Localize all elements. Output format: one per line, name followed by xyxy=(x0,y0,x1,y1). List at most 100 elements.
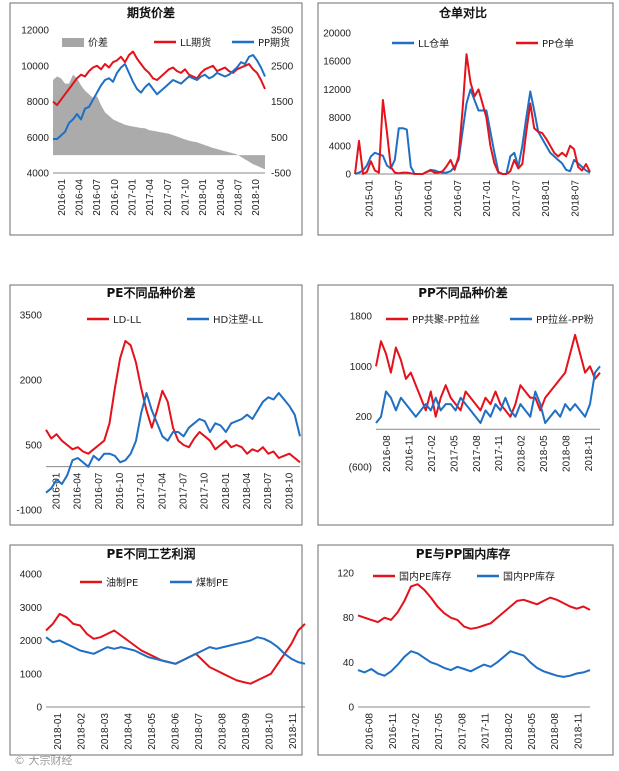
x-tick-label: 2018-02 xyxy=(504,713,515,750)
x-tick-label: 2017-07 xyxy=(179,472,190,509)
x-tick-label: 2018-10 xyxy=(265,713,276,750)
x-tick-label: 2017-04 xyxy=(157,472,168,509)
legend-label: LD-LL xyxy=(113,315,141,326)
series-line-1 xyxy=(375,365,601,424)
series-line-0 xyxy=(45,340,301,464)
legend-label: PP共聚-PP拉丝 xyxy=(412,313,480,326)
series-line-1 xyxy=(357,650,591,678)
chart-title: PP不同品种价差 xyxy=(418,285,508,300)
chart-title: PE与PP国内库存 xyxy=(416,546,511,561)
legend-label: PP仓单 xyxy=(542,37,574,50)
x-tick-label: 2017-02 xyxy=(411,713,422,750)
y-tick-label: 12000 xyxy=(21,26,49,37)
watermark: © 大宗财经 xyxy=(14,754,73,767)
x-tick-label: 2017-01 xyxy=(482,180,493,217)
x-tick-label: 2018-01 xyxy=(53,713,64,750)
chart-frame xyxy=(9,544,303,756)
x-tick-label: 2018-11 xyxy=(573,713,584,749)
x-tick-label: 2018-02 xyxy=(517,435,528,472)
x-tick-label: 2018-04 xyxy=(242,472,253,509)
y-tick-label: 120 xyxy=(337,569,354,580)
x-tick-label: 2018-10 xyxy=(251,179,262,216)
series-line-1 xyxy=(45,636,306,665)
x-tick-label: 2017-05 xyxy=(434,713,445,750)
y-tick-label: 3000 xyxy=(20,603,43,614)
y-tick-label: 8000 xyxy=(329,113,352,124)
legend-label: 国内PE库存 xyxy=(399,570,451,583)
chart-c4: PP不同品种价差 (600) 200 1000 1800 2016-08 2016-11 20… xyxy=(317,284,614,526)
x-tick-label: 2018-08 xyxy=(218,713,229,750)
y2-tick-label: 2500 xyxy=(271,61,294,72)
x-tick-label: 2018-05 xyxy=(539,435,550,472)
x-tick-label: 2017-10 xyxy=(181,179,192,216)
y-tick-label: 0 xyxy=(36,703,42,714)
y-tick-label: 80 xyxy=(343,613,355,624)
legend-label: 煤制PE xyxy=(196,576,228,589)
y-tick-label: 0 xyxy=(345,170,351,181)
y-tick-label: 0 xyxy=(348,703,354,714)
x-tick-label: 2018-04 xyxy=(123,713,134,750)
x-tick-label: 2018-01 xyxy=(198,179,209,216)
chart-title: PE不同品种价差 xyxy=(107,285,196,300)
y-tick-label: 2000 xyxy=(20,376,43,387)
series-line-0 xyxy=(375,333,601,418)
series-line-1 xyxy=(354,53,591,175)
series-line-1 xyxy=(52,50,266,107)
x-tick-label: 2016-01 xyxy=(52,472,63,509)
x-tick-label: 2017-08 xyxy=(472,435,483,472)
y-tick-label: (600) xyxy=(349,463,372,474)
chart-frame xyxy=(317,544,614,756)
x-tick-label: 2015-07 xyxy=(394,180,405,217)
y-tick-label: 10000 xyxy=(21,61,49,72)
chart-frame xyxy=(9,284,303,526)
legend-label: 国内PP库存 xyxy=(503,570,555,583)
x-tick-label: 2018-11 xyxy=(288,713,299,749)
y-tick-label: 2000 xyxy=(20,636,43,647)
legend-label: PP期货 xyxy=(258,36,290,49)
chart-frame xyxy=(9,2,303,236)
y-tick-label: 3500 xyxy=(20,311,43,322)
chart-title: 仓单对比 xyxy=(438,5,487,20)
y-tick-label: 20000 xyxy=(323,29,351,40)
x-tick-label: 2016-08 xyxy=(382,435,393,472)
series-line-0 xyxy=(45,612,306,685)
y-tick-label: 4000 xyxy=(329,141,352,152)
chart-c5: PE不同工艺利润 0 1000 2000 3000 4000 2018-01 2018-02 2… xyxy=(9,544,306,756)
x-tick-label: 2017-11 xyxy=(494,435,505,471)
legend-label: LL仓单 xyxy=(418,37,449,50)
x-tick-label: 2016-11 xyxy=(388,713,399,749)
legend-label: HD注塑-LL xyxy=(213,313,263,326)
y-tick-label: 1800 xyxy=(350,312,373,323)
chart-c6: PE与PP国内库存 0 40 80 120 2016-08 2016-11 2017-02 20… xyxy=(317,544,614,756)
x-tick-label: 2017-01 xyxy=(136,472,147,509)
y-tick-label: 1000 xyxy=(350,362,373,373)
x-tick-label: 2015-01 xyxy=(365,180,376,217)
x-tick-label: 2016-07 xyxy=(92,179,103,216)
y-tick-label: 200 xyxy=(355,412,372,423)
x-tick-label: 2018-05 xyxy=(147,713,158,750)
x-tick-label: 2018-06 xyxy=(171,713,182,750)
x-tick-label: 2016-04 xyxy=(73,472,84,509)
legend-label: PP拉丝-PP粉 xyxy=(536,313,594,326)
y2-tick-label: 500 xyxy=(271,133,288,144)
legend-label: 价差 xyxy=(88,36,108,49)
y-tick-label: 12000 xyxy=(323,85,351,96)
x-tick-label: 2018-04 xyxy=(216,179,227,216)
series-area-0 xyxy=(53,74,265,170)
chart-c1: 期货价差 4000 6000 8000 10000 12000 -500 500 1500 250… xyxy=(9,2,303,236)
x-tick-label: 2017-05 xyxy=(449,435,460,472)
chart-title: 期货价差 xyxy=(127,5,175,20)
y-tick-label: 1000 xyxy=(20,669,43,680)
x-tick-label: 2018-08 xyxy=(550,713,561,750)
x-tick-label: 2017-07 xyxy=(512,180,523,217)
legend-label: 油制PE xyxy=(106,576,138,589)
x-tick-label: 2018-07 xyxy=(263,472,274,509)
x-tick-label: 2018-07 xyxy=(234,179,245,216)
x-tick-label: 2016-10 xyxy=(115,472,126,509)
legend-swatch xyxy=(62,38,84,47)
x-tick-label: 2018-03 xyxy=(100,713,111,750)
x-tick-label: 2016-01 xyxy=(57,179,68,216)
chart-frame xyxy=(317,2,614,236)
chart-c2: 仓单对比 0 4000 8000 12000 16000 20000 2015-01 2015-… xyxy=(317,2,614,236)
